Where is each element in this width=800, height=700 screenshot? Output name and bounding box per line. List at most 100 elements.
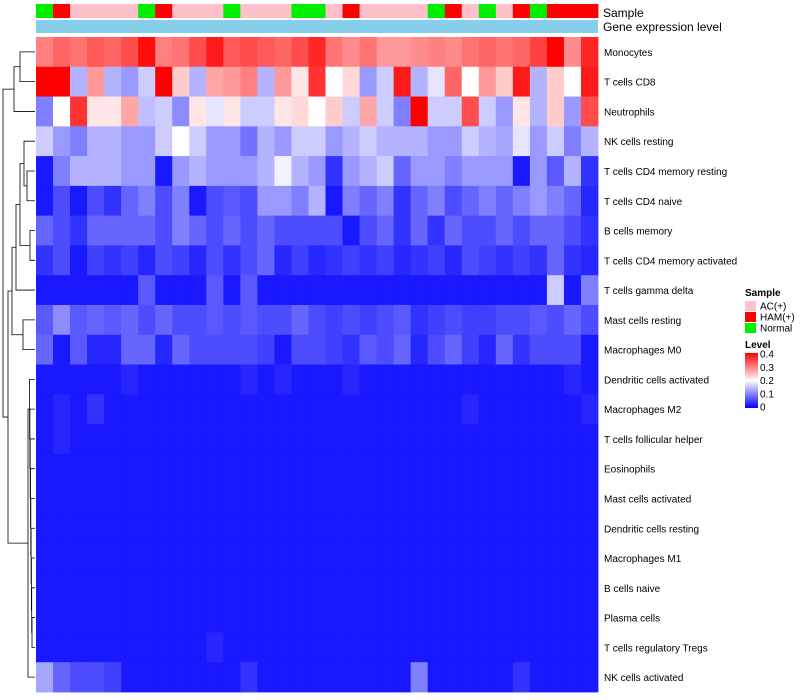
heatmap-cell [291,662,309,693]
heatmap-cell [563,245,582,276]
heatmap-cell [529,334,548,365]
heatmap-cell [223,662,241,693]
heatmap-cell [325,245,343,276]
heatmap-cell [359,304,378,336]
heatmap-cell [189,453,207,484]
heatmap-cell [461,304,480,336]
heatmap-cell [495,662,514,693]
heatmap-cell [512,215,531,246]
heatmap-cell [529,572,548,604]
heatmap-cell [138,245,156,276]
heatmap-cell [53,156,71,187]
row-labels: Monocytes T cells CD8 Neutrophils NK cells … [604,48,737,684]
heatmap-cell [512,185,531,217]
heatmap-cell [87,245,105,276]
heatmap-cell [274,275,292,306]
heatmap-cell [70,156,88,187]
heatmap-cell [563,394,582,425]
heatmap-cell [478,632,497,663]
heatmap-cell [563,632,582,663]
heatmap-cell [172,513,190,544]
heatmap-cell [325,185,343,217]
heatmap-cell [512,245,531,276]
heatmap-cell [223,394,241,425]
heatmap-cell [342,96,360,127]
heatmap-cell [53,453,71,484]
heatmap-cell [53,632,71,663]
heatmap-cell [444,543,463,574]
heatmap-cell [444,453,463,484]
heatmap-cell [206,632,224,663]
heatmap-cell [359,156,378,187]
heatmap-cell [189,424,207,455]
heatmap-cell [36,185,54,217]
legend: Sample AC(+)HAM(+)Normal Level 0.4 0.3 0.2… [745,288,795,414]
heatmap-cell [257,602,275,633]
heatmap-cell [223,424,241,455]
heatmap-cell [70,364,88,395]
heatmap-cell [580,662,599,693]
heatmap-cell [580,364,599,395]
heatmap-cell [206,126,224,157]
heatmap-cell [563,334,582,365]
heatmap-cell [308,662,326,693]
heatmap-cell [308,156,326,187]
heatmap-cell [359,185,378,217]
heatmap-cell [580,96,599,127]
heatmap-cell [138,513,156,544]
sample-annotation-cell [342,4,360,18]
heatmap-cell [580,185,599,217]
heatmap-cell [580,453,599,484]
heatmap-cell [172,215,190,246]
heatmap-cell [53,37,71,68]
heatmap-cell [325,424,343,455]
heatmap-cell [529,662,548,693]
heatmap-cell [563,424,582,455]
heatmap-cell [580,215,599,246]
heatmap-cell [529,215,548,246]
dendrogram-branch [19,51,35,83]
heatmap-cell [427,394,446,425]
heatmap-cell [444,156,463,187]
heatmap-cell [172,483,190,514]
heatmap-cell [70,304,88,336]
heatmap-cell [393,215,412,246]
heatmap-cell [257,215,275,246]
heatmap-cell [512,156,531,187]
heatmap-cell [461,632,480,663]
heatmap-cell [70,334,88,365]
heatmap-cell [495,215,514,246]
heatmap-cell [546,334,565,365]
sample-annotation-cell [359,4,378,18]
heatmap-cell [308,513,326,544]
sample-annotation-cell [223,4,241,18]
heatmap-cell [189,66,207,97]
heatmap-cell [359,424,378,455]
heatmap-cell [155,185,173,217]
heatmap-cell [308,572,326,604]
heatmap-cell [189,632,207,663]
heatmap-cell [274,156,292,187]
heatmap-cell [70,275,88,306]
heatmap-cell [172,156,190,187]
heatmap-cell [376,662,395,693]
heatmap-cell [155,453,173,484]
heatmap-cell [546,662,565,693]
heatmap-cell [580,334,599,365]
heatmap-cell [495,334,514,365]
heatmap-cell [427,126,446,157]
heatmap-cell [342,632,360,663]
heatmap-cell [155,37,173,68]
legend-item-label: Normal [760,324,792,335]
heatmap-cell [70,662,88,693]
heatmap-cell [410,334,429,365]
row-label: Neutrophils [604,107,655,118]
heatmap-cell [53,215,71,246]
heatmap-cell [155,215,173,246]
heatmap-cell [308,66,326,97]
sample-annotation-cell [546,4,565,18]
heatmap-cell [87,602,105,633]
heatmap-cell [206,572,224,604]
heatmap-cell [444,334,463,365]
heatmap-cell [325,662,343,693]
